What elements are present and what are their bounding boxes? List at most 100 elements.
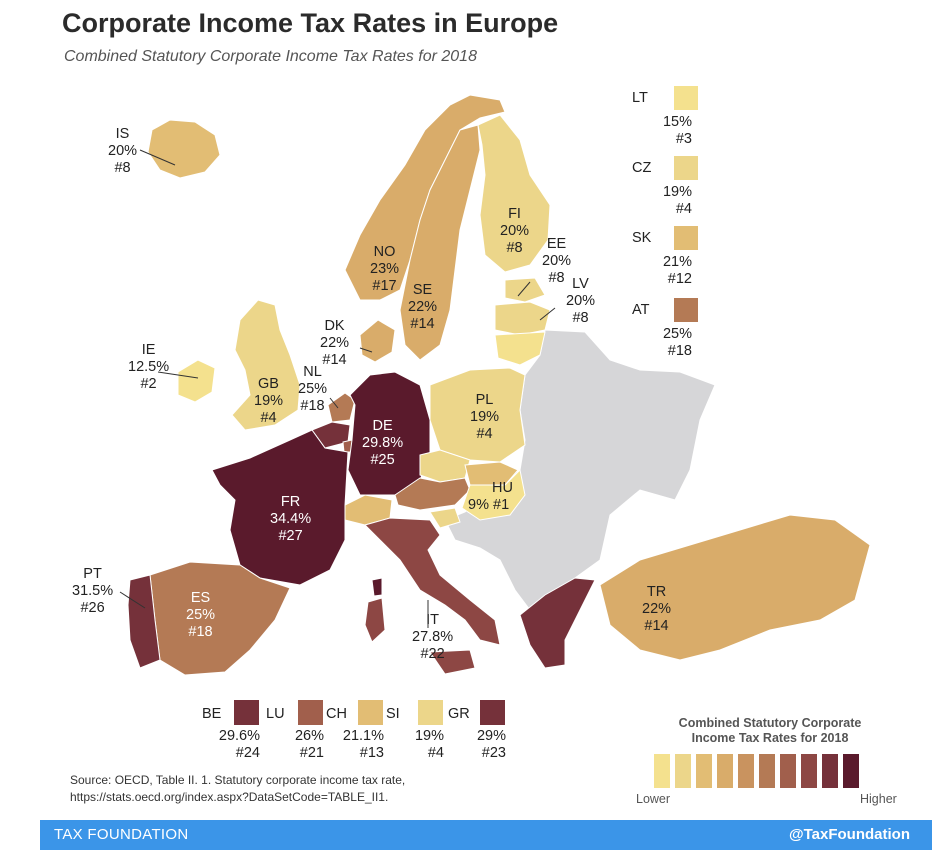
bottom-legend-ch-rate: 21.1%	[342, 728, 384, 744]
label-gb: GB 19% #4	[254, 376, 283, 427]
bottom-legend-lu-rank: #21	[299, 745, 324, 761]
bottom-legend-be-rate: 29.6%	[218, 728, 260, 744]
side-legend-cz-swatch	[674, 156, 698, 180]
label-ie-rate: 12.5%	[128, 359, 170, 375]
label-es: ES 25% #18	[186, 590, 215, 641]
label-es-rate: 25%	[186, 607, 216, 623]
label-pt: PT 31.5% #26	[72, 566, 113, 617]
scale-higher-label: Higher	[860, 792, 897, 806]
label-fi-code: FI	[508, 206, 521, 222]
label-lv: LV 20% #8	[566, 276, 595, 327]
bottom-legend-gr-rank: #23	[481, 745, 506, 761]
label-hu-rank: #1	[493, 497, 510, 513]
label-fr-rank: #27	[278, 528, 303, 544]
region-estonia	[504, 277, 546, 303]
label-is-code: IS	[115, 126, 130, 142]
label-pl-code: PL	[475, 392, 494, 408]
label-hu-rate: 9%	[468, 497, 489, 513]
region-slovenia	[429, 507, 461, 529]
bottom-legend-ch: CH 21.1% #13	[326, 700, 388, 761]
bottom-legend-gr-code: GR	[448, 706, 470, 722]
side-legend-at-swatch	[674, 298, 698, 322]
footer-handle[interactable]: @TaxFoundation	[788, 826, 910, 843]
label-tr-rate: 22%	[642, 601, 672, 617]
page-title: Corporate Income Tax Rates in Europe	[62, 8, 559, 38]
bottom-legend-lu-rate: 26%	[294, 728, 324, 744]
label-it: IT 27.8% #22	[412, 612, 453, 663]
region-sicily	[429, 649, 476, 675]
label-is-rank: #8	[114, 160, 131, 176]
side-legend-lt-swatch	[674, 86, 698, 110]
side-legend-cz-rate: 19%	[662, 184, 692, 200]
side-legend-at-code: AT	[632, 302, 650, 318]
region-hungary	[461, 468, 526, 521]
region-finland	[477, 114, 551, 273]
label-hu: HU 9% #1	[468, 480, 513, 514]
color-scale	[654, 754, 859, 788]
bottom-legend-gr-swatch	[480, 700, 505, 725]
region-latvia	[494, 301, 551, 336]
scale-swatch-1	[654, 754, 670, 788]
footer-bar: TAX FOUNDATION @TaxFoundation	[40, 820, 932, 850]
label-de: DE 29.8% #25	[362, 418, 403, 469]
bottom-legend-si-rate: 19%	[414, 728, 444, 744]
scale-swatch-9	[822, 754, 838, 788]
label-dk-rate: 22%	[320, 335, 350, 351]
bottom-legend-ch-rank: #13	[359, 745, 384, 761]
region-slovakia	[464, 461, 519, 486]
scale-swatch-6	[759, 754, 775, 788]
label-no-code: NO	[373, 244, 396, 260]
scale-swatch-2	[675, 754, 691, 788]
label-it-code: IT	[426, 612, 439, 628]
label-fr-rate: 34.4%	[270, 511, 312, 527]
label-is: IS 20% #8	[108, 126, 137, 177]
label-nl-rate: 25%	[298, 381, 328, 397]
region-denmark	[359, 319, 396, 363]
label-gb-rank: #4	[260, 410, 277, 426]
scale-swatch-3	[696, 754, 712, 788]
label-fi: FI 20% #8	[500, 206, 529, 257]
region-netherlands	[327, 392, 356, 423]
footer-brand[interactable]: TAX FOUNDATION	[54, 826, 189, 843]
region-poland	[429, 367, 526, 463]
side-legend-sk-rank: #12	[667, 271, 692, 287]
label-nl-rank: #18	[300, 398, 325, 414]
side-legend-sk-swatch	[674, 226, 698, 250]
label-lv-rank: #8	[572, 310, 589, 326]
bottom-legend-gr-rate: 29%	[476, 728, 506, 744]
source-line-2[interactable]: https://stats.oecd.org/index.aspx?DataSe…	[70, 790, 389, 804]
label-se-rate: 22%	[408, 299, 438, 315]
label-it-rank: #22	[420, 646, 445, 662]
label-fr: FR 34.4% #27	[270, 494, 311, 545]
region-ireland	[177, 359, 216, 403]
region-corsica	[371, 577, 383, 597]
label-dk-rank: #14	[322, 352, 347, 368]
label-gb-rate: 19%	[254, 393, 284, 409]
side-legend-cz-rank: #4	[675, 201, 692, 217]
source-note: Source: OECD, Table II. 1. Statutory cor…	[70, 772, 405, 806]
region-portugal	[127, 574, 161, 669]
scale-legend-title: Combined Statutory Corporate Income Tax …	[670, 716, 870, 746]
region-france	[211, 429, 349, 586]
label-ee: EE 20% #8	[542, 236, 571, 287]
label-tr-code: TR	[646, 584, 667, 600]
label-ie-rank: #2	[140, 376, 157, 392]
label-no: NO 23% #17	[370, 244, 399, 295]
label-lv-code: LV	[572, 276, 589, 292]
label-nl-code: NL	[303, 364, 322, 380]
label-ie: IE 12.5% #2	[128, 342, 169, 393]
source-line-1: Source: OECD, Table II. 1. Statutory cor…	[70, 773, 406, 787]
label-dk-code: DK	[324, 318, 345, 334]
side-legend-at-rate: 25%	[662, 326, 692, 342]
label-ee-code: EE	[546, 236, 567, 252]
side-legend-sk-code: SK	[632, 230, 652, 246]
page-subtitle: Combined Statutory Corporate Income Tax …	[64, 48, 477, 65]
label-tr: TR 22% #14	[642, 584, 671, 635]
scale-swatch-7	[780, 754, 796, 788]
label-pt-rank: #26	[80, 600, 105, 616]
bottom-legend-be-swatch	[234, 700, 259, 725]
side-legend-lt-code: LT	[632, 90, 648, 106]
side-legend-lt-rank: #3	[675, 131, 692, 147]
bottom-legend-si-rank: #4	[427, 745, 444, 761]
